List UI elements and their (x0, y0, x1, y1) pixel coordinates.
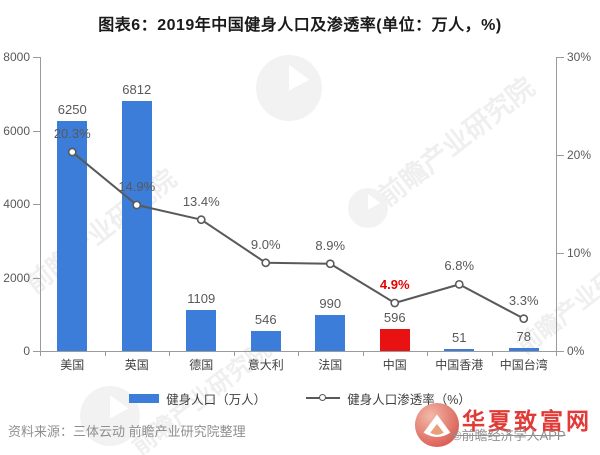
line-marker (390, 298, 400, 308)
x-axis-tick (233, 351, 235, 356)
x-axis-tick (104, 351, 106, 356)
bar (315, 315, 346, 351)
line-value-label: 3.3% (508, 292, 539, 308)
y-axis-tick-left (33, 57, 40, 58)
chart-title: 图表6：2019年中国健身人口及渗透率(单位：万人，%) (98, 17, 502, 34)
source-note: 资料来源：三体云动 前瞻产业研究院整理 (8, 424, 246, 439)
bar-value-label: 51 (452, 330, 467, 345)
line-value-label: 8.9% (315, 237, 346, 253)
bar (508, 348, 539, 351)
line-value-label: 4.9% (379, 276, 410, 292)
legend-label: 健身人口（万人） (166, 392, 267, 407)
x-axis-label: 法国 (318, 358, 343, 372)
line-value-label: 9.0% (250, 236, 281, 252)
line-marker (519, 314, 529, 324)
line-marker (196, 215, 206, 225)
x-axis-label: 德国 (189, 358, 214, 372)
x-axis-tick (169, 351, 170, 356)
brand-logo-icon (414, 402, 460, 448)
y-axis-left (40, 57, 41, 351)
legend: 健身人口（万人） 健身人口渗透率（%） (0, 388, 600, 408)
bar-value-label: 596 (383, 310, 406, 325)
bar-value-label: 990 (319, 296, 342, 311)
legend-line-swatch (306, 394, 341, 401)
legend-item-line-series: 健身人口渗透率（%） (306, 389, 471, 408)
brand-watermark: 华夏致富网 ©前瞻经济学人APP (410, 400, 600, 455)
x-axis-label: 中国台湾 (499, 358, 548, 372)
struck-watermark-text: ©前瞻经济学人APP (452, 428, 566, 443)
y-axis-tick-left (33, 204, 40, 205)
x-axis-tick (298, 351, 299, 356)
line-value-label: 13.4% (182, 193, 220, 209)
y-axis-tick-label-left: 8000 (3, 50, 30, 64)
bar (379, 329, 410, 351)
y-axis-tick-label-right: 30% (567, 50, 592, 64)
line-marker (325, 259, 335, 269)
legend-item-bar-series: 健身人口（万人） (129, 389, 266, 408)
x-axis-label: 中国 (382, 358, 407, 372)
x-axis-tick (491, 351, 493, 356)
bar (121, 101, 152, 351)
x-axis-tick (40, 351, 41, 356)
x-axis-tick (427, 351, 428, 356)
line-value-label: 14.9% (118, 178, 156, 194)
y-axis-tick-label-left: 2000 (3, 270, 30, 285)
bar (186, 310, 217, 351)
x-axis-tick (362, 351, 364, 356)
y-axis-tick-left (33, 130, 40, 132)
y-axis-tick-label-right: 10% (567, 246, 592, 260)
x-axis-tick (556, 351, 557, 356)
bar-value-label: 6250 (57, 102, 87, 117)
y-axis-tick-right (557, 155, 564, 156)
y-axis-tick-left (33, 351, 40, 352)
bar-value-label: 78 (516, 329, 531, 344)
legend-bar-swatch (129, 393, 160, 403)
line-marker (261, 258, 271, 268)
line-value-label: 20.3% (53, 126, 91, 142)
bar (250, 331, 281, 351)
x-axis-label: 意大利 (247, 358, 284, 372)
y-axis-tick-left (33, 277, 40, 279)
x-axis-label: 中国香港 (435, 358, 484, 372)
legend-label: 健身人口渗透率（%） (347, 392, 471, 407)
x-axis-label: 美国 (60, 358, 85, 372)
y-axis-tick-label-left: 0 (23, 344, 30, 358)
y-axis-tick-right (557, 57, 564, 58)
y-axis-tick-right (557, 351, 564, 352)
y-axis-tick-label-right: 0% (567, 344, 585, 358)
bar (444, 349, 475, 351)
y-axis-tick-label-left: 4000 (3, 197, 30, 211)
y-axis-tick-label-right: 20% (567, 148, 592, 162)
y-axis-tick-right (557, 253, 564, 254)
y-axis-right (556, 57, 557, 351)
x-axis-label: 英国 (124, 358, 149, 372)
bar (57, 121, 88, 351)
brand-site-name: 华夏致富网 (462, 408, 592, 434)
line-marker (454, 279, 464, 289)
bar-value-label: 546 (254, 312, 277, 327)
line-value-label: 6.8% (444, 258, 475, 274)
bar-value-label: 1109 (187, 291, 216, 306)
y-axis-tick-label-left: 6000 (3, 123, 30, 138)
bar-value-label: 6812 (122, 82, 152, 97)
